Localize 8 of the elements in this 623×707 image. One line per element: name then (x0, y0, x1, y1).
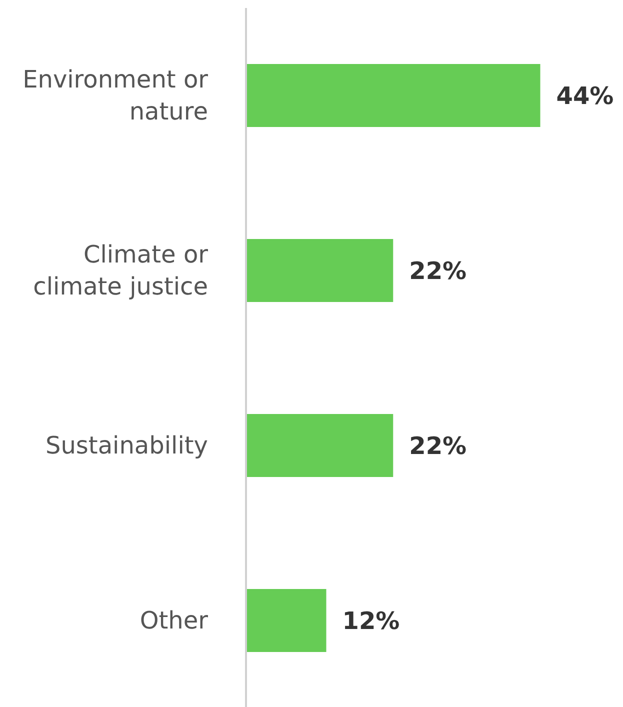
y-tick-label: Climate or climate justice (33, 240, 208, 300)
data-label: 44% (556, 82, 614, 110)
y-tick-label: Environment or nature (22, 66, 208, 126)
data-label: 22% (409, 257, 467, 286)
data-label: 22% (409, 432, 467, 460)
y-tick-label: Sustainability (45, 432, 208, 460)
y-tick-label: Other (140, 606, 208, 634)
data-label: 12% (342, 607, 400, 636)
